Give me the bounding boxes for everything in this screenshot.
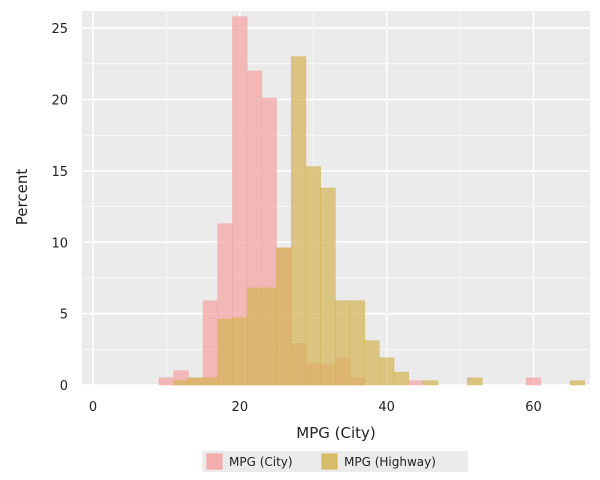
x-axis-ticks: 0 20 40 60	[89, 400, 542, 415]
highway-bar	[423, 380, 439, 386]
highway-bar	[290, 56, 307, 386]
highway-bar	[202, 377, 219, 386]
city-bar	[158, 377, 175, 386]
x-tick-label: 0	[89, 400, 97, 415]
y-axis-ticks: 0 5 10 15 20 25	[51, 22, 68, 394]
highway-bar	[188, 377, 204, 386]
highway-bar	[246, 287, 263, 386]
highway-bar	[349, 300, 365, 386]
highway-bar	[335, 300, 351, 386]
highway-bar	[305, 166, 321, 386]
highway-bar	[569, 380, 586, 386]
x-tick-label: 40	[378, 400, 395, 415]
legend-label-city: MPG (City)	[229, 455, 293, 469]
city-bar	[202, 300, 219, 386]
legend-label-highway: MPG (Highway)	[344, 455, 436, 469]
highway-bar	[364, 340, 380, 386]
y-tick-label: 0	[60, 379, 68, 394]
series-highway	[173, 56, 586, 386]
highway-bar	[393, 371, 409, 386]
y-tick-label: 10	[51, 236, 68, 251]
highway-bar	[232, 317, 248, 386]
highway-bar	[320, 187, 336, 386]
highway-bar	[276, 247, 292, 386]
x-tick-label: 20	[232, 400, 249, 415]
x-axis-title: MPG (City)	[296, 424, 375, 442]
y-tick-label: 5	[60, 308, 68, 323]
histogram-bars	[158, 16, 586, 386]
x-tick-label: 60	[525, 400, 542, 415]
highway-bar	[173, 380, 189, 386]
y-tick-label: 20	[51, 94, 68, 109]
y-tick-label: 15	[51, 165, 68, 180]
highway-bar	[261, 287, 277, 386]
legend-key-city	[206, 453, 223, 470]
highway-bar	[379, 357, 395, 386]
highway-bar	[217, 319, 233, 386]
legend: MPG (City) MPG (Highway)	[202, 451, 468, 472]
city-bar	[408, 380, 424, 386]
y-tick-label: 25	[51, 22, 68, 37]
highway-bar	[467, 377, 483, 386]
city-bar	[525, 377, 542, 386]
legend-key-highway	[321, 453, 338, 470]
y-axis-title: Percent	[13, 169, 31, 226]
